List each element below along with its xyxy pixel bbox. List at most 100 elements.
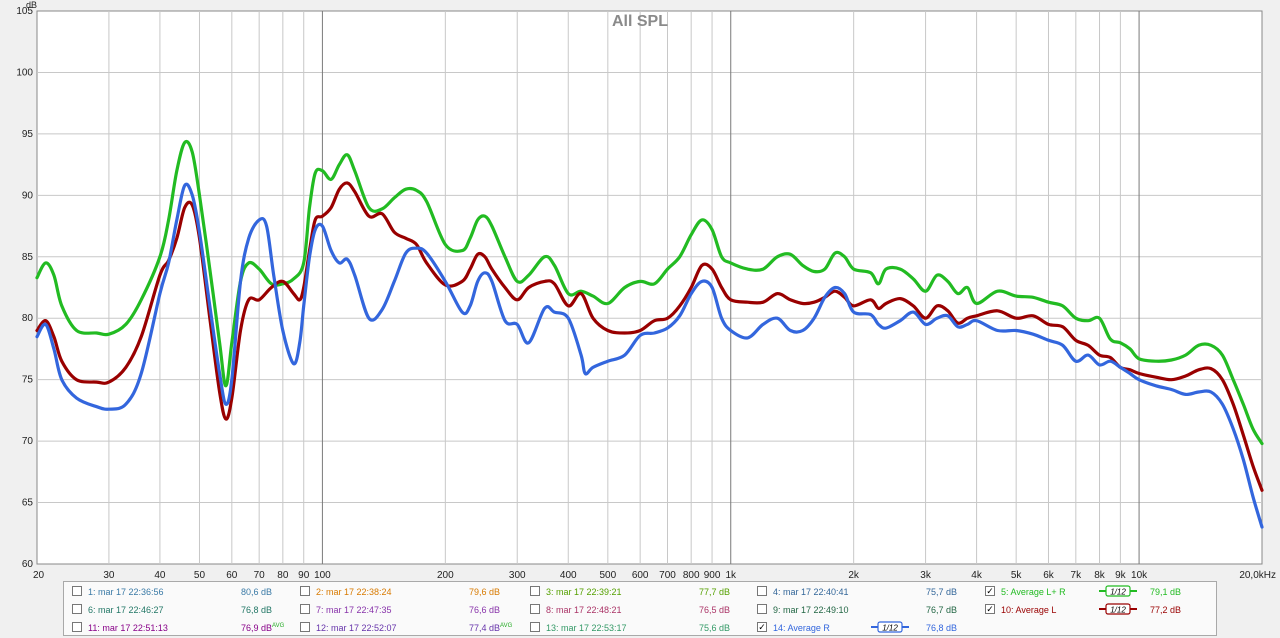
legend-checkbox[interactable] — [72, 622, 82, 632]
legend-checkbox[interactable] — [530, 586, 540, 596]
legend-item[interactable]: ✓ 5: Average L+ R 1/12 79,1 dB — [980, 583, 1206, 601]
legend-item-value: 77,7 dB — [699, 587, 730, 597]
legend-item-value: 77,2 dB — [1150, 605, 1181, 615]
x-tick-label: 30 — [103, 570, 115, 580]
legend-item-name: 4: mar 17 22:40:41 — [773, 587, 849, 597]
y-tick-label: 105 — [16, 6, 33, 17]
series-line-3 — [35, 182, 1264, 529]
legend-item[interactable]: 3: mar 17 22:39:21 77,7 dB — [525, 583, 751, 601]
smoothing-indicator-icon[interactable]: 1/12 — [870, 621, 910, 633]
svg-text:1/12: 1/12 — [882, 624, 898, 633]
legend-item-name: 10: Average L — [1001, 605, 1057, 615]
legend-checkbox[interactable] — [757, 604, 767, 614]
x-tick-label: 1k — [725, 570, 737, 580]
x-tick-label: 60 — [226, 570, 238, 580]
x-tick-label: 8k — [1094, 570, 1106, 580]
legend-item-value: 76,8 dB — [241, 605, 272, 615]
legend-item[interactable]: 11: mar 17 22:51:13 76,9 dBAVG — [67, 619, 293, 637]
y-tick-label: 95 — [22, 129, 34, 140]
legend-checkbox[interactable] — [530, 604, 540, 614]
legend-checkbox[interactable]: ✓ — [757, 622, 767, 632]
legend-item-name: 11: mar 17 22:51:13 — [88, 623, 168, 633]
legend-item-name: 12: mar 17 22:52:07 — [316, 623, 397, 633]
legend-item-value-text: 79,6 dB — [469, 587, 501, 597]
legend-item[interactable]: 12: mar 17 22:52:07 77,4 dBAVG — [295, 619, 521, 637]
legend-checkbox[interactable] — [530, 622, 540, 632]
legend-item-name: 6: mar 17 22:46:27 — [88, 605, 164, 615]
grid-lines — [37, 11, 1262, 564]
series-lines — [35, 139, 1264, 529]
legend-checkbox[interactable] — [72, 586, 82, 596]
x-tick-label: 800 — [683, 570, 700, 580]
x-tick-labels: 20 30 40 50 60 70 80 90 100 200 300 400 500 600 700 800… — [33, 570, 1276, 580]
legend-row: 6: mar 17 22:46:27 76,8 dB 7: mar 17 22:47… — [64, 601, 1216, 619]
series-line-2 — [35, 181, 1264, 492]
y-tick-label: 90 — [22, 190, 34, 201]
legend-item[interactable]: 1: mar 17 22:36:56 80,6 dB — [67, 583, 293, 601]
y-tick-label: 85 — [22, 252, 34, 263]
legend-item[interactable]: 2: mar 17 22:38:24 79,6 dB — [295, 583, 521, 601]
x-tick-label: 200 — [437, 570, 454, 580]
legend-item[interactable]: 7: mar 17 22:47:35 76,6 dB — [295, 601, 521, 619]
legend-checkbox[interactable] — [757, 586, 767, 596]
x-tick-label: 50 — [194, 570, 206, 580]
y-axis-label: dB — [26, 0, 37, 10]
legend-item-value: 76,5 dB — [699, 605, 730, 615]
x-tick-label: 90 — [298, 570, 310, 580]
legend-item-value-text: 79,1 dB — [1150, 587, 1182, 597]
x-tick-label: 80 — [277, 570, 289, 580]
x-tick-label: 2k — [848, 570, 860, 580]
x-tick-label: 100 — [314, 570, 331, 580]
legend-item-name: 1: mar 17 22:36:56 — [88, 587, 164, 597]
legend-item[interactable]: 13: mar 17 22:53:17 75,6 dB — [525, 619, 751, 637]
y-tick-label: 60 — [22, 559, 34, 570]
legend-item[interactable]: 8: mar 17 22:48:21 76,5 dB — [525, 601, 751, 619]
legend-item[interactable]: 9: mar 17 22:49:10 76,7 dB — [752, 601, 978, 619]
legend-item-value-text: 76,9 dB — [241, 623, 273, 633]
legend-item-value-text: 75,7 dB — [926, 587, 958, 597]
legend-item-name: 14: Average R — [773, 623, 830, 633]
legend-item-value-text: 76,6 dB — [469, 605, 501, 615]
spl-chart: 60 65 70 75 80 85 90 95 100 105 20 30 40 50 60 70 80 90 1… — [16, 0, 1276, 580]
x-tick-label: 7k — [1071, 570, 1083, 580]
y-tick-label: 80 — [22, 313, 34, 324]
legend-item-name: 5: Average L+ R — [1001, 587, 1066, 597]
legend-checkbox[interactable]: ✓ — [985, 586, 995, 596]
legend-item-value-text: 76,8 dB — [926, 623, 958, 633]
legend-item-name: 8: mar 17 22:48:21 — [546, 605, 622, 615]
legend-checkbox[interactable] — [300, 604, 310, 614]
legend-item-value-text: 77,7 dB — [699, 587, 731, 597]
x-tick-label: 700 — [659, 570, 676, 580]
avg-badge: AVG — [272, 623, 285, 629]
legend-item-name: 2: mar 17 22:38:24 — [316, 587, 392, 597]
legend-checkbox[interactable] — [300, 622, 310, 632]
legend-item-value: 76,7 dB — [926, 605, 957, 615]
legend-panel: 1: mar 17 22:36:56 80,6 dB 2: mar 17 22:38… — [63, 581, 1217, 636]
legend-item[interactable]: 6: mar 17 22:46:27 76,8 dB — [67, 601, 293, 619]
legend-item[interactable]: ✓ 10: Average L 1/12 77,2 dB — [980, 601, 1206, 619]
legend-item-value-text: 77,2 dB — [1150, 605, 1182, 615]
legend-item[interactable]: 4: mar 17 22:40:41 75,7 dB — [752, 583, 978, 601]
legend-item-name: 7: mar 17 22:47:35 — [316, 605, 392, 615]
legend-item-value: 79,1 dB — [1150, 587, 1181, 597]
legend-item-value: 76,9 dBAVG — [241, 623, 284, 633]
legend-item-value-text: 76,8 dB — [241, 605, 273, 615]
legend-checkbox[interactable]: ✓ — [985, 604, 995, 614]
legend-item-name: 13: mar 17 22:53:17 — [546, 623, 627, 633]
legend-checkbox[interactable] — [72, 604, 82, 614]
smoothing-indicator-icon[interactable]: 1/12 — [1098, 603, 1138, 615]
chart-title: All SPL — [612, 13, 668, 30]
legend-checkbox[interactable] — [300, 586, 310, 596]
x-tick-label: 40 — [154, 570, 166, 580]
legend-item[interactable]: ✓ 14: Average R 1/12 76,8 dB — [752, 619, 978, 637]
x-tick-label: 6k — [1043, 570, 1055, 580]
smoothing-indicator-icon[interactable]: 1/12 — [1098, 585, 1138, 597]
svg-text:1/12: 1/12 — [1110, 588, 1126, 597]
avg-badge: AVG — [500, 623, 513, 629]
legend-item-value: 79,6 dB — [469, 587, 500, 597]
legend-item-value: 75,7 dB — [926, 587, 957, 597]
legend-item-value-text: 76,7 dB — [926, 605, 958, 615]
x-tick-label: 20,0kHz — [1239, 570, 1276, 580]
x-tick-label: 900 — [704, 570, 721, 580]
x-tick-label: 10k — [1131, 570, 1148, 580]
